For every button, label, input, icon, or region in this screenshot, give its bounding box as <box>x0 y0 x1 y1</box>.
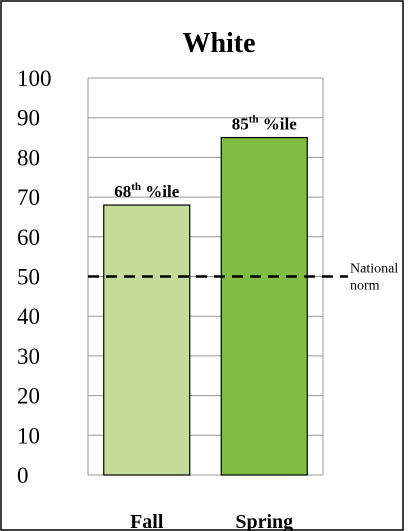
y-tick-label: 50 <box>17 265 40 290</box>
y-tick-label: 60 <box>17 225 40 250</box>
reference-line-label: norm <box>350 279 380 294</box>
y-tick-label: 90 <box>17 106 40 131</box>
x-tick-label: Fall <box>130 511 164 531</box>
bars: 68th %ile 85th %ile <box>103 114 308 476</box>
chart-title: White <box>182 28 255 59</box>
y-tick-label: 30 <box>17 344 40 369</box>
y-tick-label: 10 <box>17 423 40 448</box>
chart-frame <box>0 0 404 531</box>
y-tick-label: 80 <box>17 145 40 170</box>
bar-fall <box>103 204 191 476</box>
y-tick-label: 40 <box>17 304 40 329</box>
y-tick-label: 20 <box>17 384 40 409</box>
data-label: 68th %ile <box>114 181 179 201</box>
reference-line-label: National <box>350 262 398 277</box>
x-tick-labels: Fall Spring <box>130 511 293 531</box>
y-tick-label: 100 <box>17 66 52 91</box>
y-tick-label: 70 <box>17 185 40 210</box>
bar-spring <box>220 136 308 476</box>
x-tick-label: Spring <box>235 511 293 531</box>
reference-line-group: National norm <box>88 262 398 294</box>
y-tick-label: 0 <box>17 463 29 488</box>
data-label: 85th %ile <box>232 114 297 134</box>
y-tick-labels: 0 10 20 30 40 50 60 70 80 90 100 <box>17 66 52 488</box>
